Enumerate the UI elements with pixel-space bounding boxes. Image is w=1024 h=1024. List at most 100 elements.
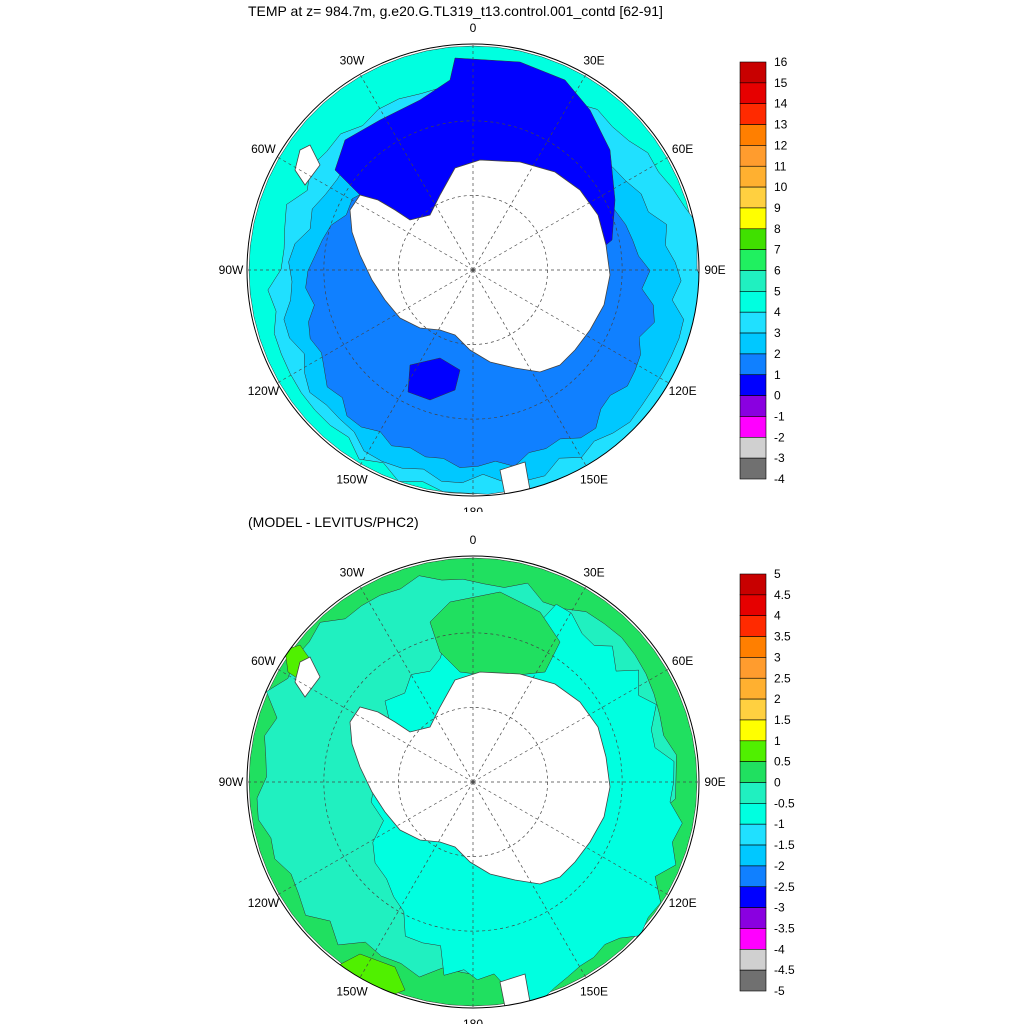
colorbar-label: 7 [774, 243, 781, 257]
meridian-line [472, 781, 669, 896]
colorbar-swatch [739, 145, 767, 167]
colorbar-swatch [739, 677, 767, 700]
colorbar-label: 0.5 [774, 755, 791, 769]
colorbar-swatch [739, 186, 767, 209]
colorbar-swatch [739, 969, 767, 992]
meridian-line [277, 781, 474, 896]
colorbar-swatch [739, 353, 767, 376]
colorbar-label: 1.5 [774, 713, 791, 727]
longitude-label: 150W [336, 985, 368, 999]
colorbar-swatch [739, 844, 767, 867]
colorbar-label: 3.5 [774, 630, 791, 644]
meridian-line [277, 668, 474, 783]
longitude-label: 30E [583, 565, 604, 579]
colorbar-label: 5 [774, 567, 781, 581]
longitude-label: 30W [340, 565, 365, 579]
panel-2-title: (MODEL - LEVITUS/PHC2) [248, 514, 419, 530]
colorbar-label: -3.5 [774, 921, 795, 935]
colorbar-label: -1 [774, 817, 785, 831]
colorbar-swatch [739, 165, 767, 188]
colorbar-swatch [739, 782, 767, 804]
longitude-label: 60W [251, 142, 276, 156]
colorbar-label: 2 [774, 347, 781, 361]
colorbar-swatch [739, 657, 767, 679]
field-layer [247, 44, 699, 496]
map-border [246, 555, 700, 1009]
meridian-line [359, 74, 474, 271]
meridian-line [359, 269, 474, 466]
colorbar-swatch [739, 948, 767, 971]
colorbar-label: -1.5 [774, 838, 795, 852]
colorbar-swatch [739, 395, 767, 417]
longitude-label: 150W [336, 473, 368, 487]
longitude-label: 180 [463, 505, 483, 512]
colorbar-swatch [739, 573, 767, 596]
colorbar-label: -5 [774, 984, 785, 998]
meridian-line [472, 586, 587, 783]
colorbar-label: 10 [774, 180, 788, 194]
field-layer [247, 556, 699, 1008]
south-america-land [294, 656, 321, 698]
longitude-label: 60E [672, 654, 693, 668]
colorbar-label: 0 [774, 389, 781, 403]
colorbar-swatch [739, 124, 767, 146]
colorbar-swatch [739, 228, 767, 250]
meridian-line [359, 586, 474, 783]
colorbar-label: 6 [774, 264, 781, 278]
colorbar-swatch [739, 761, 767, 783]
colorbar-label: 4 [774, 305, 781, 319]
colorbar-label: 4.5 [774, 588, 791, 602]
colorbar-swatch [739, 907, 767, 929]
meridian-line [472, 269, 587, 466]
longitude-label: 90E [704, 263, 725, 277]
colorbar-swatch [739, 270, 767, 292]
colorbar-label: -3 [774, 901, 785, 915]
longitude-label: 90W [219, 263, 244, 277]
longitude-label: 60W [251, 654, 276, 668]
colorbar-swatch [739, 719, 767, 742]
panel-1-title: TEMP at z= 984.7m, g.e20.G.TL319_t13.con… [248, 3, 663, 19]
colorbar-label: -2 [774, 859, 785, 873]
longitude-label: 30E [583, 53, 604, 67]
colorbar-label: -3 [774, 451, 785, 465]
latitude-circle [323, 632, 623, 932]
meridian-line [472, 156, 669, 271]
longitude-label: 150E [580, 473, 608, 487]
longitude-label: 120E [669, 896, 697, 910]
longitude-label: 90W [219, 775, 244, 789]
colorbar-swatch [739, 886, 767, 908]
colorbar-swatch [739, 332, 767, 355]
south-america-land [294, 144, 321, 186]
colorbar-label: 2 [774, 692, 781, 706]
colorbar-label: 15 [774, 76, 788, 90]
colorbar-swatch [739, 61, 767, 84]
colorbar-swatch [739, 698, 767, 721]
colorbar-label: 5 [774, 284, 781, 298]
colorbar-label: -2 [774, 430, 785, 444]
colorbar-swatch [739, 594, 767, 616]
colorbar-swatch [739, 457, 767, 480]
longitude-label: 60E [672, 142, 693, 156]
colorbar-label: 8 [774, 222, 781, 236]
colorbar-label: 12 [774, 138, 788, 152]
meridian-line [277, 269, 474, 384]
longitude-label: 180 [463, 1017, 483, 1024]
colorbar-label: 3 [774, 650, 781, 664]
colorbar-swatch [739, 416, 767, 438]
colorbar-label: 4 [774, 609, 781, 623]
colorbar-swatch [739, 636, 767, 658]
field-region [407, 357, 461, 401]
colorbar-label: 9 [774, 201, 781, 215]
colorbar-label: -0.5 [774, 796, 795, 810]
colorbar-swatch [739, 291, 767, 313]
colorbar-label: -1 [774, 409, 785, 423]
longitude-label: 90E [704, 775, 725, 789]
meridian-line [472, 269, 669, 384]
longitude-label: 120W [248, 384, 280, 398]
colorbar-label: 1 [774, 734, 781, 748]
colorbar-label: -2.5 [774, 880, 795, 894]
colorbar-swatch [739, 207, 767, 230]
colorbar-swatch [739, 374, 767, 396]
meridian-line [359, 781, 474, 978]
